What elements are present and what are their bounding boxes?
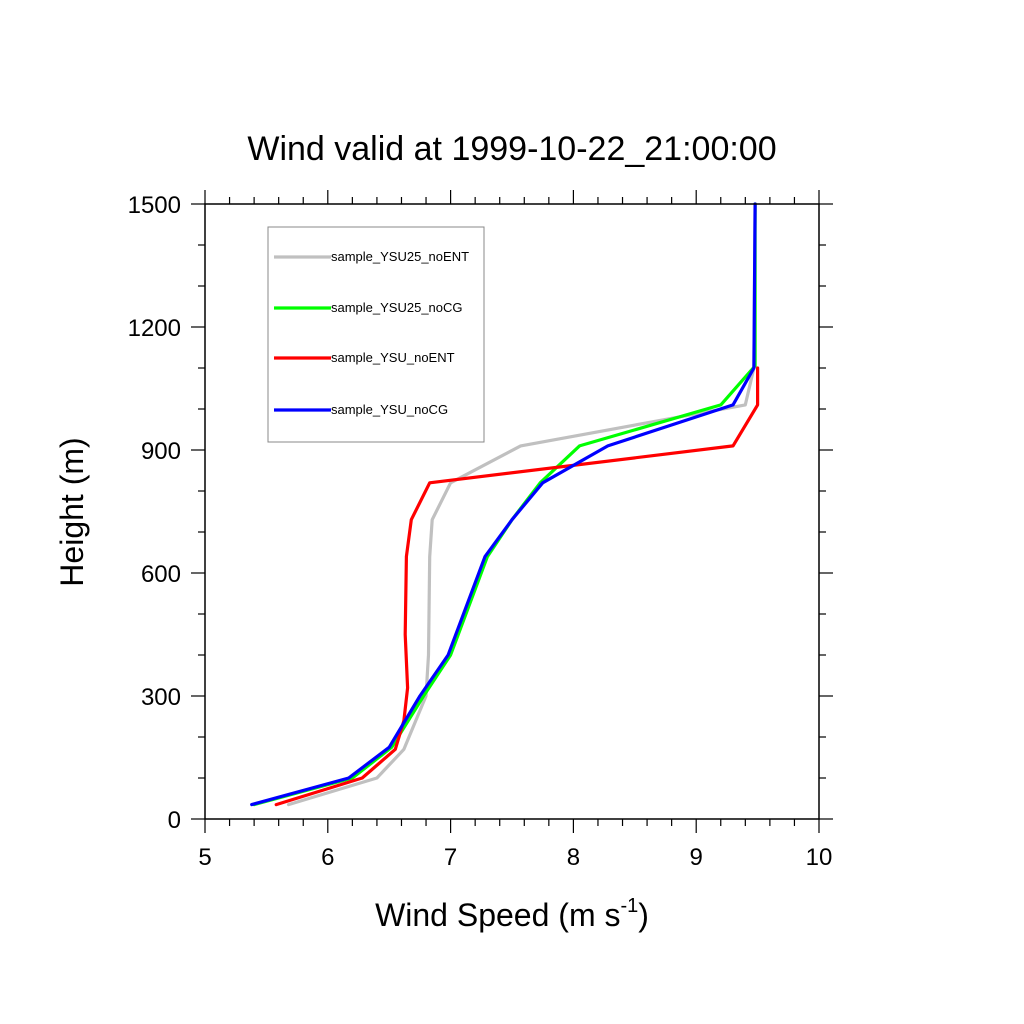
legend-label: sample_YSU25_noCG (331, 300, 463, 315)
legend-label: sample_YSU25_noENT (331, 249, 469, 264)
y-tick-label: 300 (141, 684, 181, 711)
y-tick-label: 1200 (128, 315, 181, 342)
x-tick-label: 8 (567, 844, 580, 871)
series-line-1 (286, 202, 757, 807)
legend-label: sample_YSU_noENT (331, 350, 455, 365)
series-line-4 (250, 202, 757, 807)
x-tick-label: 6 (321, 844, 334, 871)
y-tick-label: 600 (141, 561, 181, 588)
x-tick-label: 10 (806, 844, 833, 871)
x-tick-label: 9 (690, 844, 703, 871)
chart-title: Wind valid at 1999-10-22_21:00:00 (247, 130, 776, 168)
x-axis-label: Wind Speed (m s-1) (375, 895, 649, 933)
x-axis-label-superscript: -1 (620, 895, 638, 917)
y-axis-label: Height (m) (54, 437, 90, 586)
legend: sample_YSU25_noENT sample_YSU25_noCGsampl… (267, 226, 485, 443)
y-tick-label: 0 (168, 807, 181, 834)
series-line-3 (274, 366, 760, 807)
legend-label: sample_YSU_noCG (331, 402, 448, 417)
y-tick-label: 900 (141, 438, 181, 465)
x-tick-label: 5 (198, 844, 211, 871)
plot-frame (204, 203, 820, 820)
y-tick-label: 1500 (128, 192, 181, 219)
x-tick-label: 7 (444, 844, 457, 871)
legend-box (267, 226, 485, 443)
